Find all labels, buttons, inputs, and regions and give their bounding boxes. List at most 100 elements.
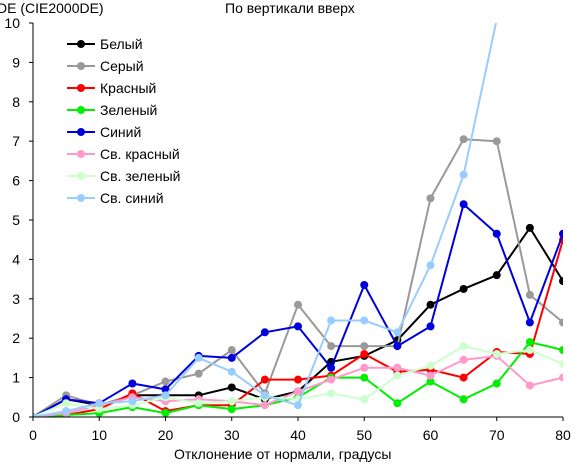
data-point xyxy=(492,271,501,280)
data-point xyxy=(393,371,402,380)
legend: Белый Серый Красный Зеленый Синий Св. красный… xyxy=(67,36,180,206)
x-tick-label: 60 xyxy=(423,427,439,443)
data-point xyxy=(525,346,534,355)
data-point xyxy=(95,405,104,414)
legend-label-6: Св. зеленый xyxy=(100,168,180,184)
data-point xyxy=(327,342,336,351)
data-point xyxy=(459,395,468,404)
legend-marker-0 xyxy=(77,40,85,48)
data-point xyxy=(62,399,71,408)
data-point xyxy=(426,194,435,203)
data-point xyxy=(559,373,563,382)
y-tick-label: 10 xyxy=(4,15,20,31)
x-tick-label: 20 xyxy=(158,427,174,443)
data-point xyxy=(360,363,369,372)
data-point xyxy=(194,399,203,408)
x-tick-label: 40 xyxy=(290,427,306,443)
data-point xyxy=(227,405,236,414)
data-point xyxy=(393,399,402,408)
data-point xyxy=(360,316,369,325)
data-point xyxy=(492,229,501,238)
data-point xyxy=(161,377,170,386)
data-point xyxy=(426,371,435,380)
data-point xyxy=(260,391,269,400)
data-point xyxy=(95,399,104,408)
data-point xyxy=(459,170,468,179)
data-point xyxy=(393,342,402,351)
x-tick-label: 80 xyxy=(555,427,571,443)
x-tick-label: 10 xyxy=(91,427,107,443)
data-point xyxy=(459,135,468,144)
series-7 xyxy=(33,23,497,417)
x-tick-label: 30 xyxy=(224,427,240,443)
data-point xyxy=(62,407,71,416)
data-point xyxy=(559,346,563,355)
data-point xyxy=(459,373,468,382)
data-point xyxy=(294,387,302,396)
data-point xyxy=(426,361,435,370)
x-tick-label: 0 xyxy=(29,427,37,443)
x-tick-label: 50 xyxy=(356,427,372,443)
axes: 0 1 2 3 4 5 6 7 8 9 10 0 10 20 30 40 50 60 70 80 xyxy=(4,15,571,443)
x-axis-label: Отклонение от нормали, градусы xyxy=(174,446,392,462)
data-point xyxy=(327,363,336,372)
legend-marker-4 xyxy=(77,128,85,136)
data-point xyxy=(294,300,302,309)
legend-label-0: Белый xyxy=(100,36,143,52)
y-tick-label: 7 xyxy=(12,133,20,149)
data-point xyxy=(525,223,534,232)
data-point xyxy=(525,290,534,299)
data-point xyxy=(393,363,402,372)
data-point xyxy=(492,137,501,146)
data-point xyxy=(492,379,501,388)
y-tick-label: 3 xyxy=(12,291,20,307)
chart-title: По вертикали вверх xyxy=(225,0,355,16)
data-point xyxy=(559,359,563,368)
data-point xyxy=(559,318,563,327)
data-point xyxy=(559,277,563,286)
data-point xyxy=(459,342,468,351)
data-point xyxy=(33,413,37,417)
data-point xyxy=(559,229,563,238)
y-tick-label: 0 xyxy=(12,409,20,425)
y-tick-label: 9 xyxy=(12,54,20,70)
data-point xyxy=(260,328,269,337)
data-point xyxy=(227,346,236,355)
data-point xyxy=(260,375,269,384)
legend-label-2: Красный xyxy=(100,80,156,96)
data-point xyxy=(128,397,137,406)
data-point xyxy=(459,200,468,209)
legend-label-3: Зеленый xyxy=(100,102,157,118)
y-tick-label: 6 xyxy=(12,173,20,189)
data-point xyxy=(426,377,435,386)
data-point xyxy=(194,369,203,378)
data-point xyxy=(161,391,170,400)
y-axis-label: DE (CIE2000DE) xyxy=(0,0,104,16)
data-point xyxy=(327,316,336,325)
legend-marker-3 xyxy=(77,106,85,114)
data-point xyxy=(360,395,369,404)
data-point xyxy=(227,397,236,406)
data-point xyxy=(327,375,336,384)
data-point xyxy=(525,338,534,347)
y-tick-label: 2 xyxy=(12,330,20,346)
data-point xyxy=(459,355,468,364)
data-point xyxy=(360,342,369,351)
data-point xyxy=(360,373,369,382)
legend-marker-5 xyxy=(77,150,85,158)
data-point xyxy=(128,379,137,388)
data-point xyxy=(426,300,435,309)
plot-marks xyxy=(33,23,563,417)
legend-label-1: Серый xyxy=(100,58,144,74)
legend-label-4: Синий xyxy=(100,124,141,140)
legend-marker-7 xyxy=(77,194,85,202)
data-point xyxy=(525,318,534,327)
data-point xyxy=(260,401,269,410)
data-point xyxy=(426,261,435,270)
data-point xyxy=(161,385,170,394)
data-point xyxy=(360,281,369,290)
data-point xyxy=(161,409,170,417)
y-tick-label: 8 xyxy=(12,94,20,110)
data-point xyxy=(426,322,435,331)
